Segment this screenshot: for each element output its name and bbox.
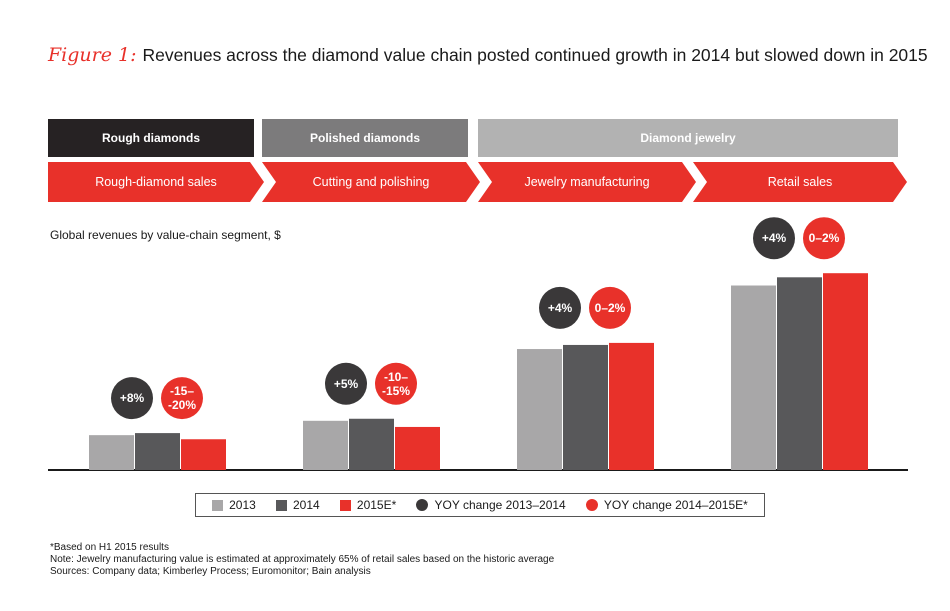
footnote-sources: Sources: Company data; Kimberley Process… [50,566,371,577]
legend-label: 2013 [229,498,256,512]
yoy-2014-2015-bubble [161,377,203,420]
legend-dot-yoy-2013-2014 [416,499,429,511]
legend-swatch-2014 [276,499,287,511]
yoy-2013-2014-bubble [753,217,795,260]
footnotes: *Based on H1 2015 results Note: Jewelry … [50,542,554,578]
yoy-2013-2014-label: +5% [334,377,359,391]
footnote-note: Note: Jewelry manufacturing value is est… [50,554,555,565]
bar-2014-3 [563,344,608,470]
chart-subtitle: Global revenues by value-chain segment, … [50,228,281,242]
legend-item-yoy-2013-2014: YOY change 2013–2014 [416,498,566,512]
yoy-2014-2015-label: -20% [168,398,196,412]
yoy-2013-2014-label: +4% [762,231,787,245]
yoy-2013-2014-label: +4% [548,301,573,315]
yoy-2014-2015-bubble [803,217,845,260]
bar-2015e-4 [823,273,868,470]
legend-label: 2014 [293,498,320,512]
footnote-based-on: *Based on H1 2015 results [50,542,169,553]
yoy-2013-2014-label: +8% [120,391,145,405]
legend-item-yoy-2014-2015e: YOY change 2014–2015E* [585,498,748,512]
step-cutting-and-polishing: Cutting and polishing [262,162,480,202]
yoy-2014-2015-label: 0–2% [595,301,626,315]
legend-item-2014: 2014 [276,498,320,512]
yoy-2013-2014-bubble [111,377,153,420]
bar-2014-4 [777,277,822,470]
yoy-2014-2015-bubble [589,286,631,329]
legend-label: YOY change 2013–2014 [434,498,566,512]
legend-dot-yoy-2014-2015e [585,499,598,511]
step-rough-diamond-sales: Rough-diamond sales [48,162,264,202]
yoy-2013-2014-bubble [539,286,581,329]
bar-2013-2 [303,420,348,470]
figure-label: Figure 1: [48,44,137,66]
yoy-2014-2015-bubble [375,362,417,405]
bar-2015e-1 [181,439,226,470]
legend-label: YOY change 2014–2015E* [603,498,748,512]
legend-label: 2015E* [356,498,397,512]
bar-2015e-2 [395,426,440,470]
bar-2014-1 [135,433,180,470]
yoy-2014-2015-label: -10– [384,370,408,384]
stage-rough-diamonds: Rough diamonds [48,119,254,157]
stage-diamond-jewelry: Diamond jewelry [478,119,898,157]
yoy-2013-2014-bubble [325,362,367,405]
bar-2015e-3 [609,342,654,470]
legend-item-2013: 2013 [212,498,256,512]
yoy-2014-2015-label: 0–2% [809,231,840,245]
bar-2013-3 [517,349,562,470]
bar-chart: +8% -15–-20% +5% -10–-15% +4% 0–2% +4% 0–2% [48,217,908,471]
figure-title-text: Revenues across the diamond value chain … [142,45,928,65]
bar-2013-1 [89,435,134,470]
legend-item-2015e: 2015E* [339,498,397,512]
bar-2014-2 [349,418,394,470]
figure-title: Figure 1: Revenues across the diamond val… [48,44,928,66]
bar-2013-4 [731,285,776,470]
yoy-2014-2015-label: -15– [170,384,194,398]
legend-swatch-2015e [339,499,351,511]
chart-legend: 2013 2014 2015E* YOY change 2013–2014 YO… [195,493,765,517]
legend-swatch-2013 [212,499,224,511]
step-retail-sales: Retail sales [693,162,907,202]
step-jewelry-manufacturing: Jewelry manufacturing [478,162,696,202]
yoy-2014-2015-label: -15% [382,384,410,398]
stage-polished-diamonds: Polished diamonds [262,119,468,157]
